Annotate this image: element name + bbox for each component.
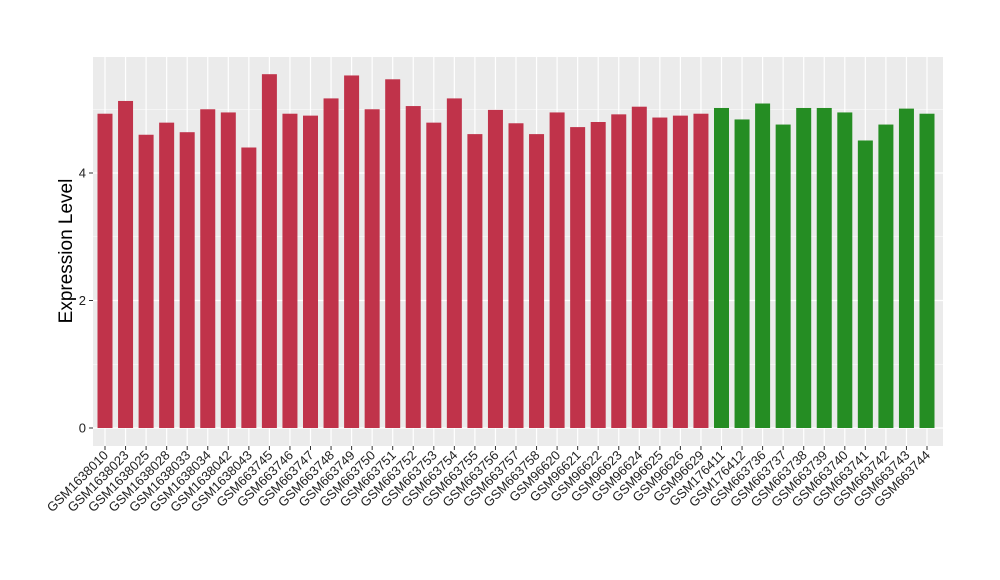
bar <box>138 134 154 428</box>
bar <box>364 109 380 428</box>
bar <box>693 113 709 429</box>
bar <box>590 122 606 428</box>
bar <box>220 112 236 428</box>
bar <box>241 147 257 428</box>
bar <box>734 119 750 428</box>
y-tick-label: 2 <box>79 293 86 308</box>
bar <box>467 134 483 429</box>
bar <box>200 109 216 428</box>
bar <box>570 127 586 428</box>
bar <box>549 112 565 428</box>
bar <box>97 113 113 429</box>
y-tick-label: 4 <box>79 166 86 181</box>
bar <box>898 108 914 429</box>
bar <box>323 98 339 428</box>
bar <box>508 123 524 429</box>
bar <box>611 114 627 428</box>
bar <box>529 134 545 429</box>
bar <box>857 140 873 429</box>
x-axis: GSM1638010GSM1638023GSM1638025GSM1638028… <box>44 446 933 515</box>
bar <box>837 112 853 428</box>
bar <box>816 107 832 428</box>
y-tick-label: 0 <box>79 421 86 436</box>
bar <box>775 124 791 429</box>
bar <box>159 122 175 428</box>
bar <box>344 75 360 429</box>
bar <box>755 103 771 428</box>
bar <box>261 74 277 428</box>
bar <box>179 132 195 428</box>
bar <box>385 79 401 428</box>
bar <box>118 100 134 429</box>
bar <box>282 113 298 429</box>
y-axis: 0 2 4 <box>79 166 93 436</box>
bar <box>672 115 688 429</box>
bar <box>631 106 647 428</box>
bar <box>487 109 503 428</box>
bar <box>878 124 894 429</box>
bar <box>426 122 442 428</box>
bar <box>652 117 668 428</box>
bar <box>796 107 812 428</box>
bar <box>446 98 462 428</box>
y-axis-title: Expression Level <box>56 179 77 324</box>
bar <box>303 115 318 429</box>
bar <box>714 107 729 428</box>
bars <box>97 74 935 429</box>
bar <box>405 106 421 428</box>
bar <box>919 113 935 429</box>
